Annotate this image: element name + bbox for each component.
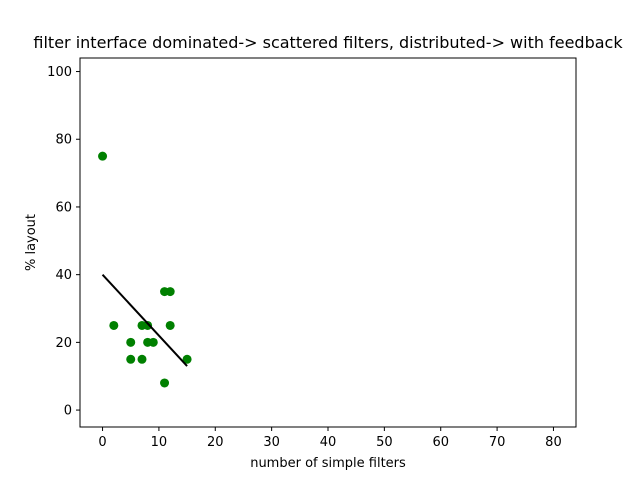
- y-tick-label: 60: [55, 200, 72, 215]
- x-tick-label: 10: [151, 435, 168, 450]
- chart-title: filter interface dominated-> scattered f…: [33, 33, 623, 52]
- x-tick-label: 0: [98, 435, 106, 450]
- scatter-point: [143, 320, 153, 330]
- scatter-point: [148, 337, 158, 347]
- chart-marks: [98, 151, 192, 388]
- scatter-point: [126, 337, 136, 347]
- x-axis-label: number of simple filters: [250, 456, 406, 471]
- scatter-point: [126, 354, 136, 364]
- scatter-point: [137, 354, 147, 364]
- scatter-point: [182, 354, 192, 364]
- x-tick-label: 20: [207, 435, 224, 450]
- ticks: 0 10 20 30 40 50 60 70 80 0 20 40 60 80 100: [47, 65, 562, 450]
- y-tick-label: 20: [55, 336, 72, 351]
- y-axis-label: % layout: [24, 214, 39, 271]
- x-tick-label: 80: [545, 435, 562, 450]
- x-tick-label: 30: [263, 435, 280, 450]
- x-tick-label: 70: [489, 435, 506, 450]
- x-tick-label: 40: [320, 435, 337, 450]
- y-tick-label: 40: [55, 268, 72, 283]
- y-tick-label: 0: [64, 404, 72, 419]
- plot-frame: [79, 57, 577, 428]
- x-tick-label: 50: [376, 435, 393, 450]
- y-tick-label: 100: [47, 65, 72, 80]
- scatter-point: [165, 320, 175, 330]
- y-tick-label: 80: [55, 133, 72, 148]
- scatter-point: [98, 151, 108, 161]
- trend-line: [101, 273, 188, 367]
- scatter-point: [165, 287, 175, 297]
- scatter-point: [109, 320, 119, 330]
- scatter-point: [160, 378, 170, 388]
- x-tick-label: 60: [432, 435, 449, 450]
